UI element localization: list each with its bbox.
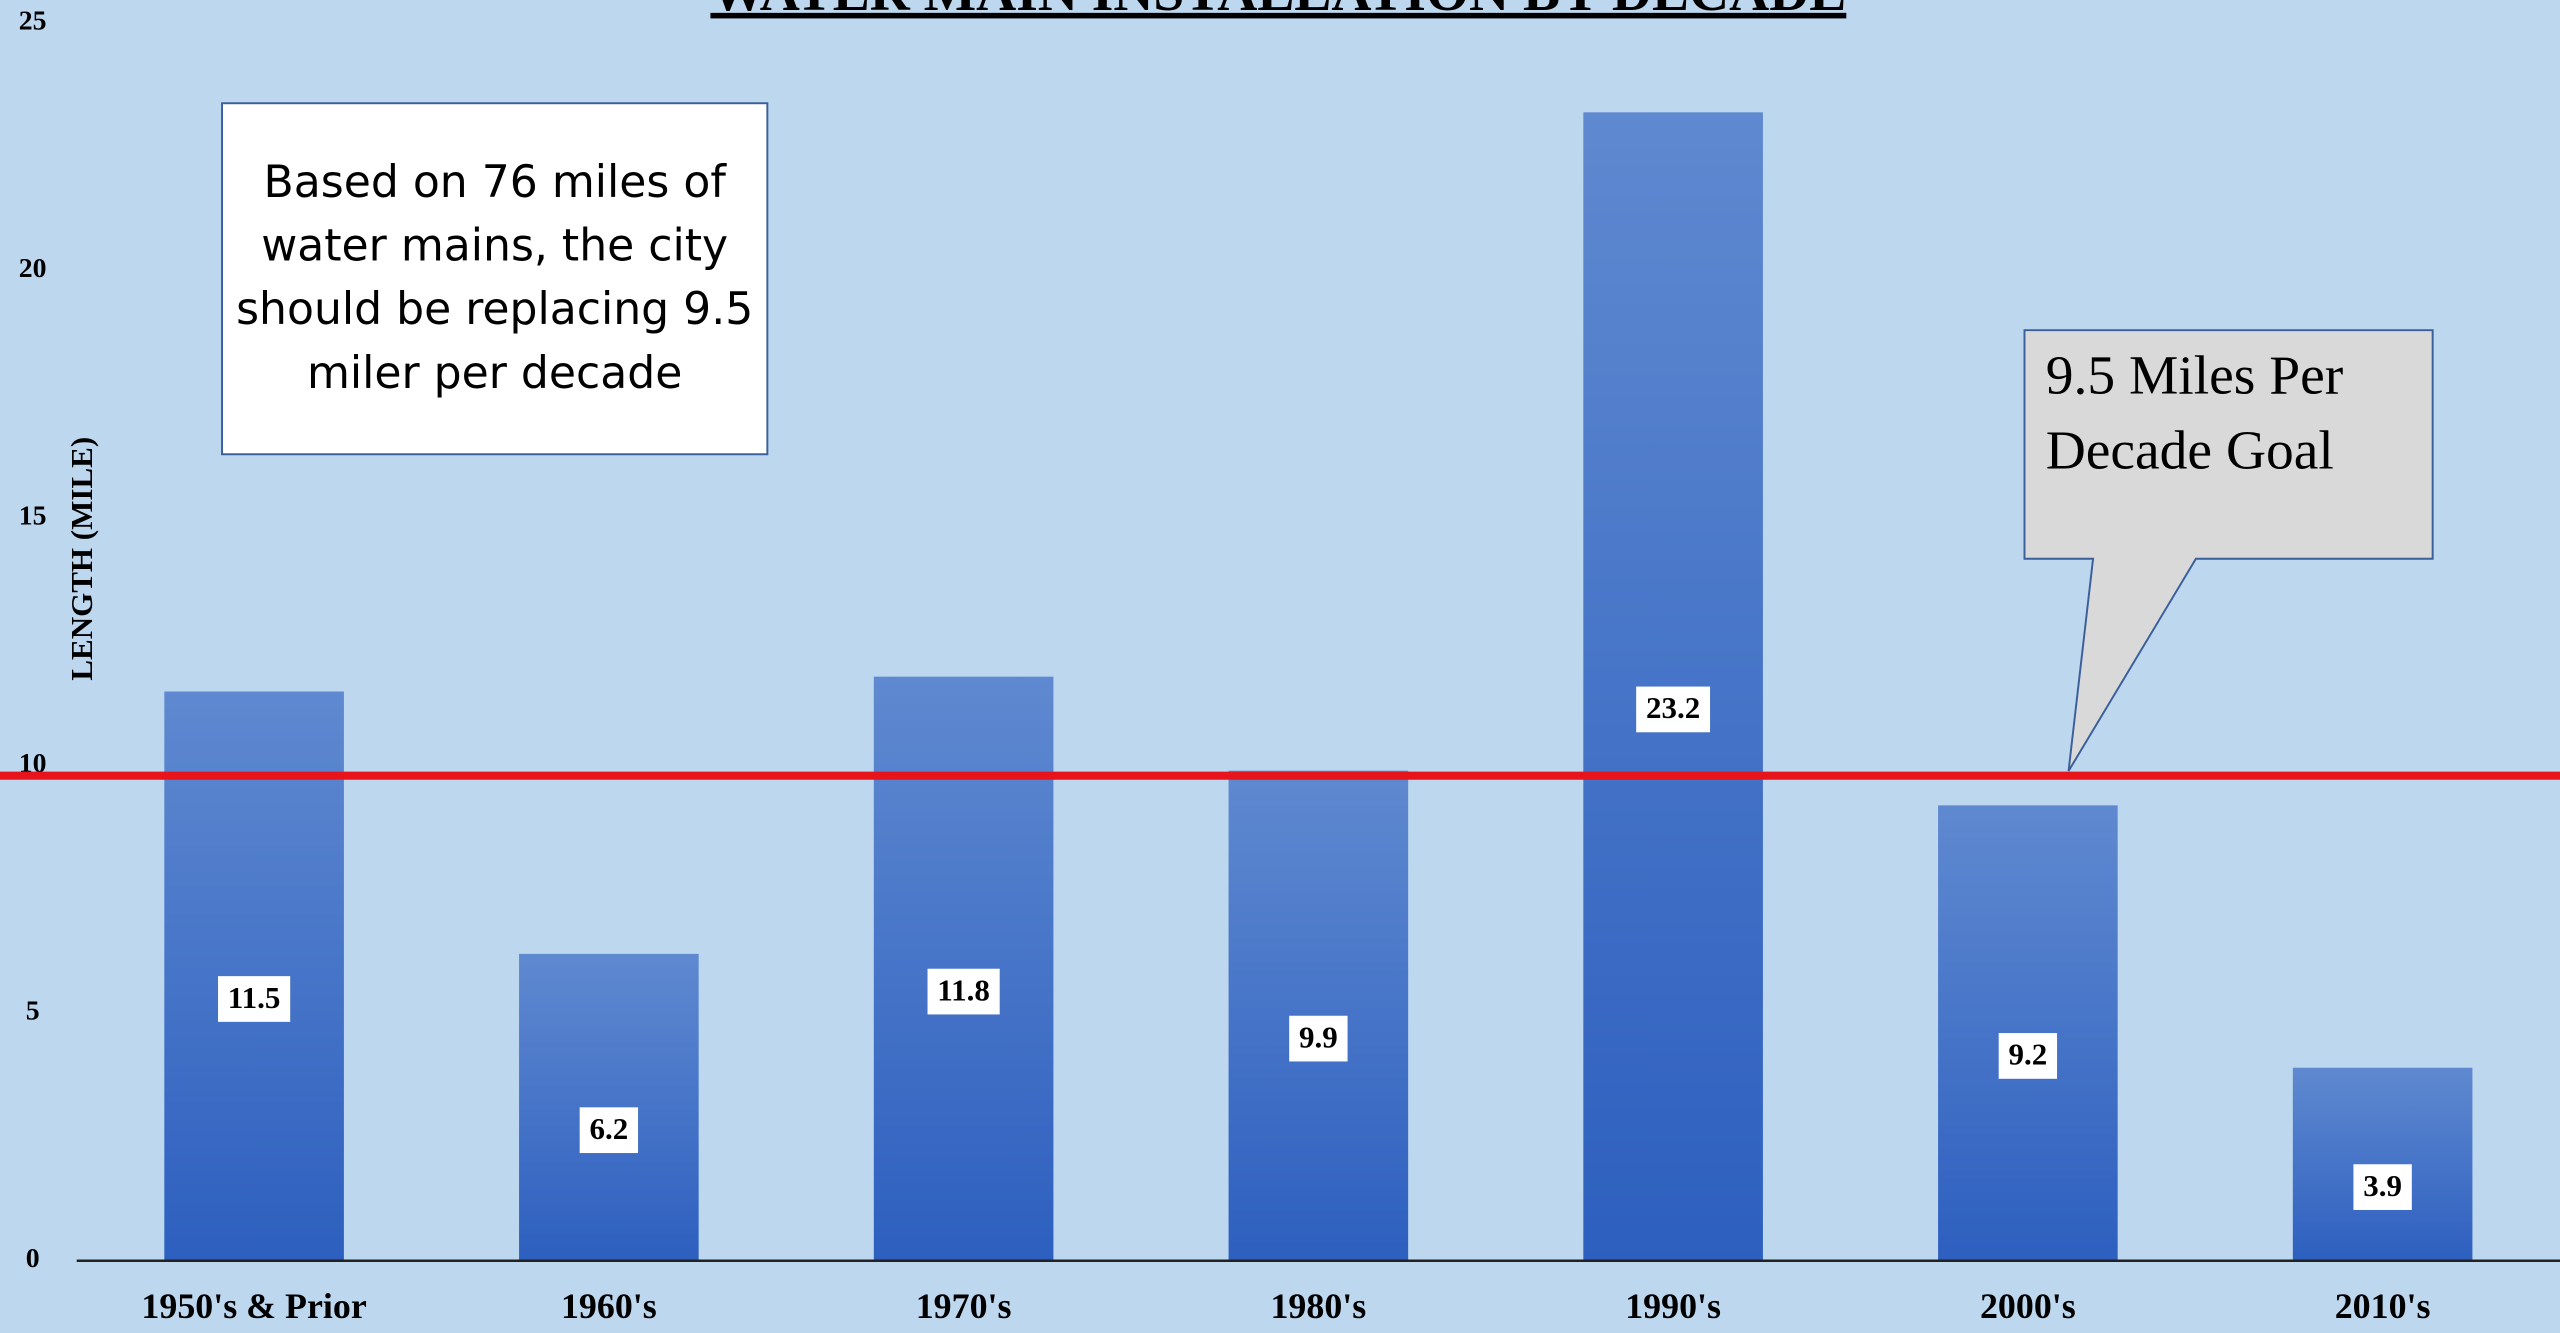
note-text: water mains, the city — [261, 221, 728, 272]
data-label-box — [579, 1107, 639, 1154]
callout-text: Decade Goal — [2046, 421, 2334, 482]
data-label: 9.2 — [2008, 1037, 2047, 1072]
data-label-box — [218, 976, 291, 1022]
x-tick-label: 1950's & Prior — [141, 1286, 366, 1326]
x-tick-label: 1990's — [1625, 1286, 1721, 1326]
data-label: 9.9 — [1299, 1019, 1338, 1054]
x-tick-label: 1970's — [916, 1286, 1012, 1326]
y-tick-label: 5 — [26, 996, 40, 1027]
y-axis-label: LENGTH (MILE) — [64, 437, 99, 681]
x-tick-label: 2000's — [1980, 1286, 2076, 1326]
x-tick-label: 2010's — [2335, 1286, 2431, 1326]
data-label-box — [1998, 1033, 2058, 1079]
note-text: Based on 76 miles of — [264, 157, 728, 208]
y-tick-label: 0 — [26, 1243, 40, 1274]
data-label: 11.8 — [937, 972, 990, 1007]
y-tick-label: 15 — [19, 501, 47, 532]
note-box — [221, 102, 769, 456]
data-label-box — [1636, 686, 1711, 733]
x-tick-label: 1980's — [1270, 1286, 1366, 1326]
callout-box — [2023, 329, 2434, 772]
data-label: 23.2 — [1646, 690, 1700, 725]
note-text: should be replacing 9.5 — [236, 284, 753, 335]
note-text: miler per decade — [307, 348, 682, 399]
data-label: 6.2 — [589, 1111, 628, 1146]
callout-text: 9.5 Miles Per — [2046, 346, 2344, 407]
data-label-box — [2353, 1164, 2412, 1210]
data-label-box — [1289, 1015, 1348, 1062]
x-tick-label: 1960's — [561, 1286, 657, 1326]
y-tick-label: 25 — [19, 6, 47, 37]
data-label: 11.5 — [228, 980, 281, 1015]
chart-title: WATER MAIN INSTALLATION BY DECADE — [710, 0, 1846, 23]
y-tick-label: 20 — [19, 253, 47, 284]
data-label: 3.9 — [2363, 1168, 2402, 1203]
data-label-box — [927, 968, 1000, 1015]
